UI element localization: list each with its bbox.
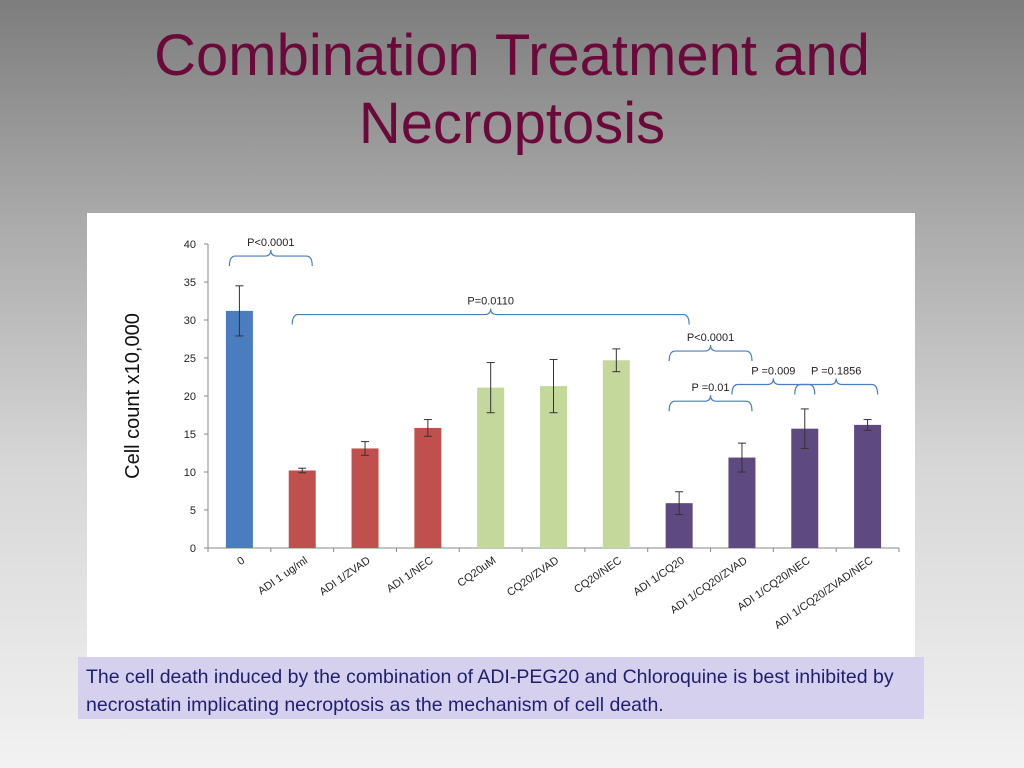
p-value-label-5: P =0.1856 [811,365,861,377]
y-tick-label: 0 [190,543,196,555]
bar-8 [728,457,756,548]
bar-10 [854,424,882,548]
p-value-bracket-2 [668,345,753,362]
p-value-bracket-5 [794,378,879,395]
bar-3 [414,427,442,548]
p-value-bracket-0 [228,250,313,267]
p-value-label-0: P<0.0001 [247,237,294,249]
x-category-label: 0 [235,555,247,568]
caption-box: The cell death induced by the combinatio… [78,657,924,719]
chart-panel: 0 5 10 15 20 25 30 35 40 Cell count x10,000 0 ADI 1… [87,213,915,658]
p-value-bracket-4 [731,378,816,395]
p-value-label-4: P =0.009 [751,365,795,377]
x-category-label: ADI 1/NEC [385,555,436,596]
bar-0 [225,310,253,548]
x-category-label: CQ20uM [455,555,498,590]
p-value-label-2: P<0.0001 [687,332,734,344]
bar-4 [477,387,505,548]
p-value-label-3: P =0.01 [692,382,730,394]
y-tick-label: 30 [184,315,196,327]
x-category-label: CQ20/ZVAD [505,555,561,599]
bar-1 [288,470,316,548]
y-tick-label: 5 [190,505,196,517]
title-line-2: Necroptosis [358,91,666,156]
y-axis-label: Cell count x10,000 [122,313,144,479]
bar-chart: 0 5 10 15 20 25 30 35 40 Cell count x10,000 0 ADI 1… [122,237,900,632]
y-tick-label: 20 [184,391,196,403]
bar-2 [351,448,379,548]
title-line-1: Combination Treatment and [154,23,870,88]
bar-6 [602,360,630,548]
y-tick-label: 25 [184,353,196,365]
x-category-label: ADI 1/ZVAD [317,555,372,599]
p-value-bracket-3 [668,395,753,412]
y-tick-label: 35 [184,277,196,289]
y-tick-label: 15 [184,429,196,441]
slide-title: Combination Treatment and Necroptosis [0,22,1024,158]
x-category-label: CQ20/NEC [572,555,624,596]
x-category-label: ADI 1 ug/ml [256,555,310,598]
y-tick-label: 10 [184,467,196,479]
x-category-label: ADI 1/CQ20 [631,555,686,599]
p-value-bracket-1 [291,308,690,325]
y-tick-label: 40 [184,239,196,251]
caption-text: The cell death induced by the combinatio… [86,666,894,716]
p-value-label-1: P=0.0110 [467,296,514,308]
